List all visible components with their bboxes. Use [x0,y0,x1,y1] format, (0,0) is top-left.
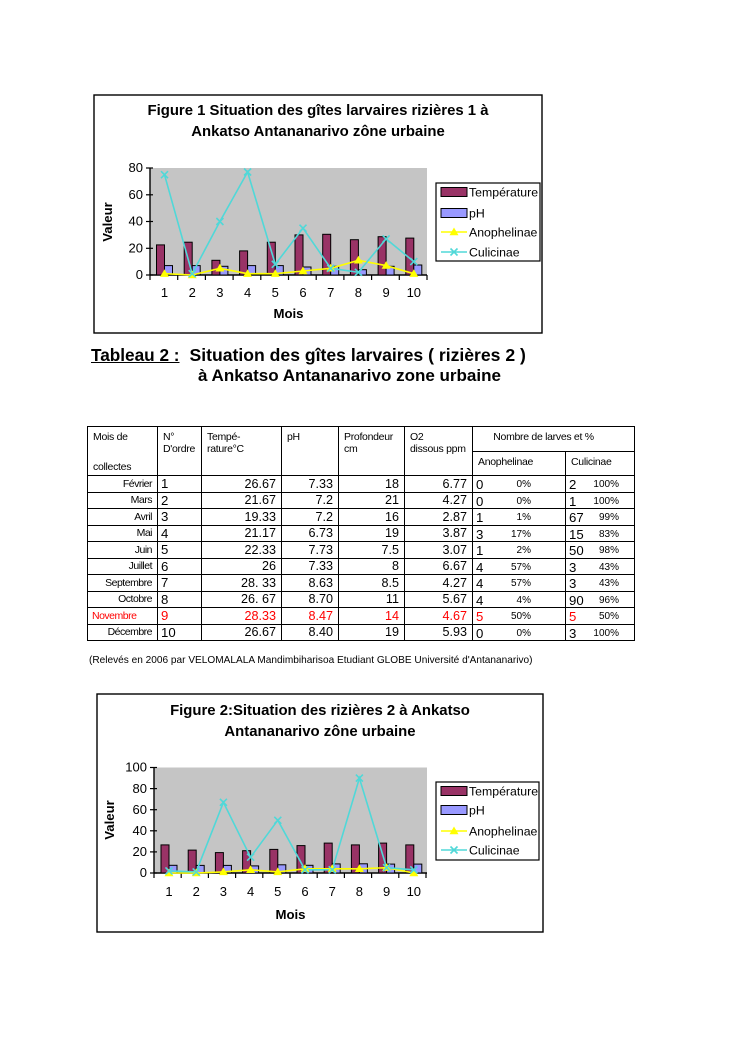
svg-text:20: 20 [129,241,143,256]
svg-text:4: 4 [247,884,254,899]
svg-text:Culicinae: Culicinae [469,844,520,858]
svg-text:Figure 2:Situation des rizière: Figure 2:Situation des rizières 2 à Anka… [170,703,470,719]
svg-text:1: 1 [165,884,172,899]
svg-text:100: 100 [125,760,147,775]
svg-text:4: 4 [244,285,251,300]
svg-text:Valeur: Valeur [102,800,117,840]
svg-text:Mois: Mois [273,306,303,321]
svg-text:3: 3 [220,884,227,899]
svg-text:Température: Température [469,785,538,799]
svg-text:5: 5 [272,285,279,300]
svg-text:pH: pH [469,207,485,221]
svg-text:3: 3 [216,285,223,300]
svg-text:80: 80 [133,781,147,796]
svg-text:10: 10 [407,884,421,899]
svg-text:Culicinae: Culicinae [469,246,520,260]
svg-text:7: 7 [327,285,334,300]
svg-text:Anophelinae: Anophelinae [469,825,538,839]
svg-text:pH: pH [469,804,485,818]
svg-text:40: 40 [129,214,143,229]
svg-text:40: 40 [133,823,147,838]
svg-text:7: 7 [329,884,336,899]
svg-text:6: 6 [301,884,308,899]
svg-text:5: 5 [274,884,281,899]
svg-text:9: 9 [382,285,389,300]
svg-text:Ankatso Antananarivo zône urba: Ankatso Antananarivo zône urbaine [191,124,444,140]
svg-text:10: 10 [407,285,421,300]
svg-text:0: 0 [136,267,143,282]
svg-text:Mois: Mois [275,907,305,922]
svg-text:60: 60 [133,802,147,817]
svg-text:2: 2 [189,285,196,300]
svg-text:8: 8 [356,884,363,899]
svg-text:80: 80 [129,160,143,175]
svg-text:Figure 1 Situation des gîtes l: Figure 1 Situation des gîtes larvaires r… [148,103,490,119]
svg-text:8: 8 [355,285,362,300]
svg-text:Valeur: Valeur [100,202,115,242]
svg-text:Antananarivo zône urbaine: Antananarivo zône urbaine [224,724,415,740]
svg-text:6: 6 [299,285,306,300]
svg-text:1: 1 [161,285,168,300]
svg-text:Température: Température [469,186,538,200]
svg-text:60: 60 [129,187,143,202]
svg-text:0: 0 [140,865,147,880]
svg-text:9: 9 [383,884,390,899]
svg-text:Anophelinae: Anophelinae [469,226,538,240]
svg-text:2: 2 [193,884,200,899]
svg-text:20: 20 [133,844,147,859]
